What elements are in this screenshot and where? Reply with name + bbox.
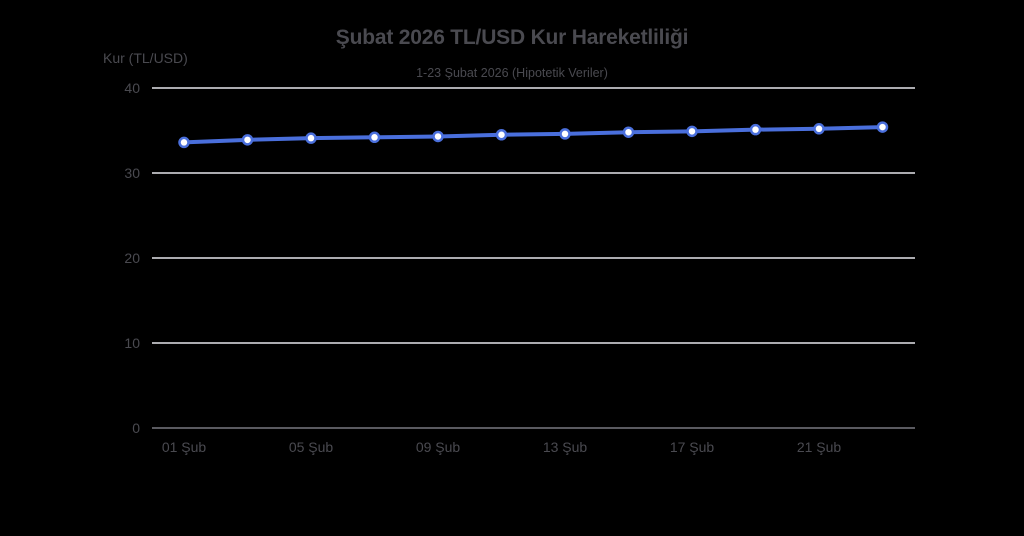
data-point-marker[interactable] bbox=[749, 123, 762, 136]
data-point-marker[interactable] bbox=[686, 125, 698, 138]
data-series bbox=[178, 121, 889, 149]
x-axis-ticks: 01 Şub 05 Şub 09 Şub 13 Şub 17 Şub 21 Şub bbox=[162, 439, 842, 455]
data-point-marker[interactable] bbox=[622, 126, 635, 138]
data-point-marker[interactable] bbox=[432, 130, 444, 143]
chart-title: Şubat 2026 TL/USD Kur Hareketliliği bbox=[335, 26, 689, 49]
y-tick-label: 30 bbox=[124, 165, 140, 181]
y-axis-label: Kur (TL/USD) bbox=[103, 50, 188, 66]
x-tick-label: 21 Şub bbox=[797, 439, 842, 455]
x-tick-label: 13 Şub bbox=[543, 439, 588, 455]
series-line bbox=[182, 125, 885, 145]
x-tick-label: 17 Şub bbox=[670, 439, 715, 455]
gridlines bbox=[152, 87, 915, 429]
chart-subtitle: 1-23 Şubat 2026 (Hipotetik Veriler) bbox=[416, 66, 608, 80]
y-tick-label: 0 bbox=[132, 420, 140, 436]
data-point-marker[interactable] bbox=[559, 128, 571, 140]
y-axis-ticks: 0 10 20 30 40 bbox=[124, 80, 140, 436]
data-point-marker[interactable] bbox=[495, 129, 508, 141]
y-tick-label: 40 bbox=[124, 80, 140, 96]
y-tick-label: 10 bbox=[124, 335, 140, 351]
data-point-marker[interactable] bbox=[305, 132, 317, 144]
data-point-marker[interactable] bbox=[178, 136, 190, 149]
y-tick-label: 20 bbox=[124, 250, 140, 266]
data-point-marker[interactable] bbox=[241, 134, 254, 146]
data-point-marker[interactable] bbox=[813, 123, 825, 135]
x-tick-label: 01 Şub bbox=[162, 439, 207, 455]
x-tick-label: 09 Şub bbox=[416, 439, 461, 455]
data-point-marker[interactable] bbox=[368, 131, 381, 144]
data-point-marker[interactable] bbox=[876, 121, 889, 133]
x-tick-label: 05 Şub bbox=[289, 439, 334, 455]
